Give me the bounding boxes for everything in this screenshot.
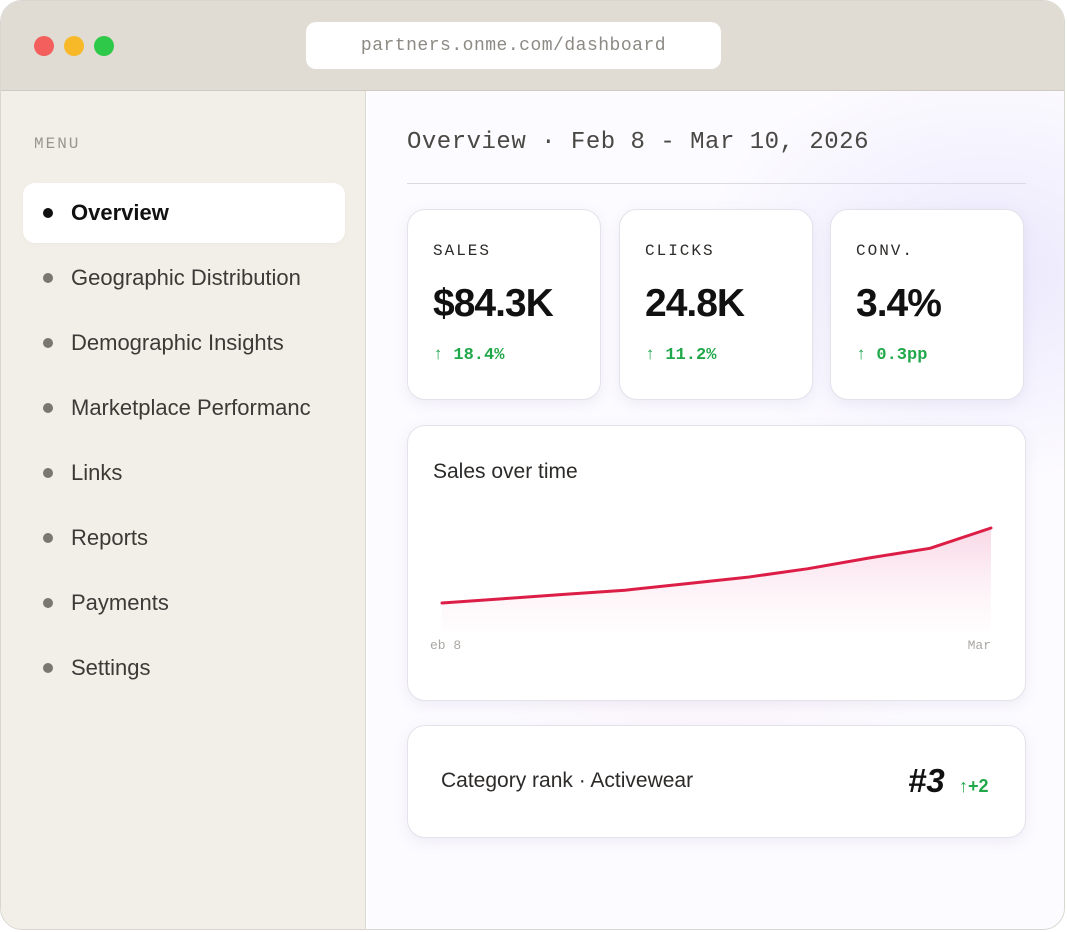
kpi-value: $84.3K [433, 282, 554, 325]
sidebar-item-label: Settings [71, 655, 151, 680]
bullet-icon [43, 338, 53, 348]
kpi-card-conversion: CONV. 3.4% ↑ 0.3pp [830, 209, 1024, 400]
bullet-icon [43, 598, 53, 608]
sidebar-item-label: Overview [71, 200, 169, 225]
close-window-button[interactable] [34, 36, 54, 56]
chart-series-line [440, 526, 993, 605]
minimize-window-button[interactable] [64, 36, 84, 56]
sidebar-item-label: Demographic Insights [71, 330, 284, 355]
sidebar-item-label: Links [71, 460, 123, 485]
main-content: Overview · Feb 8 - Mar 10, 2026 SALES $8… [367, 91, 1064, 929]
kpi-card-clicks: CLICKS 24.8K ↑ 11.2% [619, 209, 813, 400]
sidebar-item-payments[interactable]: Payments [23, 573, 345, 633]
browser-titlebar: partners.onme.com/dashboard [1, 1, 1064, 91]
sidebar-item-marketplace-performance[interactable]: Marketplace Performanc [23, 378, 345, 438]
chart-title: Sales over time [433, 460, 578, 483]
rank-delta: ↑+2 [959, 776, 989, 796]
page-title: Overview · Feb 8 - Mar 10, 2026 [407, 129, 869, 156]
x-tick-label: Mar [968, 638, 991, 653]
kpi-label: CLICKS [645, 242, 715, 260]
kpi-label: CONV. [856, 242, 915, 260]
kpi-value: 24.8K [645, 282, 745, 325]
header-divider [407, 183, 1026, 184]
sidebar-item-label: Geographic Distribution [71, 265, 301, 290]
sidebar: MENU Overview Geographic Distribution De… [1, 91, 366, 929]
rank-label: Category rank · Activewear [441, 769, 694, 792]
kpi-value: 3.4% [856, 282, 942, 325]
sales-chart-card: Sales over time eb 8 Mar [407, 425, 1026, 701]
sales-line-chart: eb 8 Mar [430, 526, 993, 653]
kpi-card-sales: SALES $84.3K ↑ 18.4% [407, 209, 601, 400]
bullet-icon [43, 208, 53, 218]
category-rank-card: Category rank · Activewear #3 ↑+2 [407, 725, 1026, 838]
x-tick-label: eb 8 [430, 638, 461, 653]
menu-title: MENU [34, 135, 81, 153]
kpi-delta: ↑ 11.2% [645, 346, 717, 365]
bullet-icon [43, 403, 53, 413]
sidebar-item-overview[interactable]: Overview [23, 183, 345, 243]
sidebar-item-label: Reports [71, 525, 149, 550]
rank-value: #3 [908, 762, 945, 799]
address-bar[interactable]: partners.onme.com/dashboard [306, 22, 721, 69]
bullet-icon [43, 273, 53, 283]
sidebar-item-geographic-distribution[interactable]: Geographic Distribution [23, 248, 345, 308]
sidebar-item-demographic-insights[interactable]: Demographic Insights [23, 313, 345, 373]
sidebar-item-reports[interactable]: Reports [23, 508, 345, 568]
kpi-delta: ↑ 0.3pp [856, 346, 928, 365]
chart-area-fill [442, 528, 991, 631]
kpi-delta: ↑ 18.4% [433, 346, 505, 365]
bullet-icon [43, 533, 53, 543]
kpi-label: SALES [433, 242, 492, 260]
bullet-icon [43, 468, 53, 478]
sidebar-item-label: Marketplace Performanc [71, 395, 311, 420]
bullet-icon [43, 663, 53, 673]
sidebar-item-label: Payments [71, 590, 169, 615]
maximize-window-button[interactable] [94, 36, 114, 56]
sidebar-item-settings[interactable]: Settings [23, 638, 345, 698]
sidebar-item-links[interactable]: Links [23, 443, 345, 503]
